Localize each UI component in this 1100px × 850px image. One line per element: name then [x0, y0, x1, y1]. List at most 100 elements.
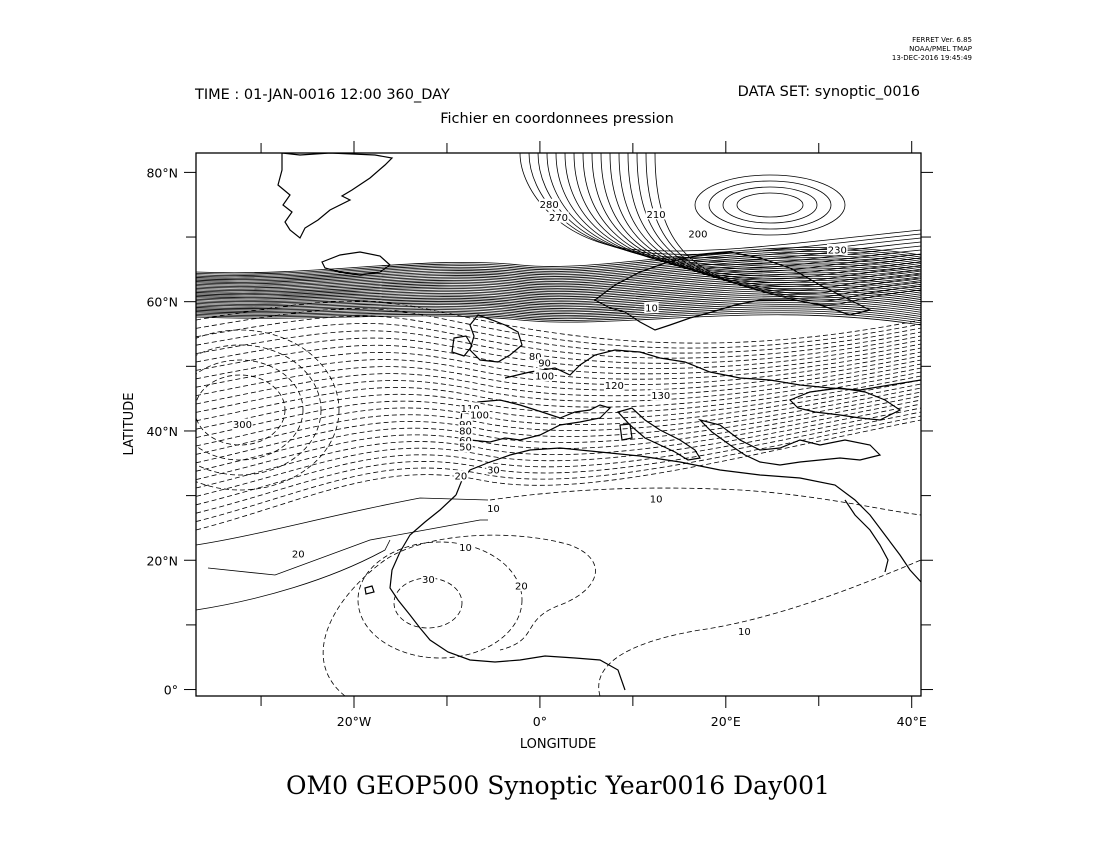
dashed-contour	[196, 387, 921, 464]
plot-title: OM0 GEOP500 Synoptic Year0016 Day001	[286, 771, 830, 800]
solid-contour	[196, 302, 921, 313]
dashed-contour	[196, 411, 921, 514]
solid-contour	[196, 497, 489, 546]
dashed-contour	[196, 323, 921, 359]
dashed-contour	[598, 559, 921, 696]
contour-label-bg	[458, 441, 473, 453]
contour-label: 10	[738, 627, 751, 638]
dashed-contour	[196, 371, 921, 430]
contour-label: 200	[688, 229, 707, 240]
solid-contour	[196, 249, 921, 275]
y-tick-label: 80°N	[146, 165, 178, 180]
x-tick-label: 40°E	[897, 714, 927, 729]
cape-verde	[364, 585, 375, 595]
contour-label: 10	[650, 494, 663, 505]
dashed-contour	[196, 374, 286, 446]
contour-label: 280	[540, 200, 559, 211]
dashed-contour	[196, 407, 921, 506]
solid-contour	[196, 292, 921, 304]
y-axis-label: LATITUDE	[122, 393, 137, 456]
coastlines	[277, 153, 921, 691]
solid-contour	[196, 283, 921, 298]
dashed-contour	[196, 300, 921, 344]
ireland-coast	[451, 335, 473, 357]
contour-label: 20	[455, 472, 468, 483]
solid-contour	[196, 263, 921, 285]
contour-label: 300	[233, 420, 252, 431]
solid-contour	[537, 153, 921, 259]
dashed-contour	[196, 375, 921, 438]
solid-contour	[196, 251, 921, 276]
dashed-contour	[322, 534, 596, 696]
dashed-contour	[357, 541, 523, 659]
solid-contour	[196, 312, 921, 324]
x-tick-label: 20°W	[337, 714, 372, 729]
solid-contour	[694, 174, 846, 236]
contour-label-bg	[421, 573, 436, 585]
contour-label: 100	[470, 410, 489, 421]
y-tick-label: 40°N	[146, 424, 178, 439]
solid-contour	[722, 186, 818, 224]
solid-contour	[196, 306, 921, 317]
solid-contour	[196, 279, 921, 296]
dashed-contour	[196, 351, 921, 388]
contour-label: 10	[645, 304, 658, 315]
dashed-contour	[196, 415, 921, 522]
contour-label: 20	[515, 582, 528, 593]
dashed-contour	[196, 315, 921, 354]
contour-label-bg	[687, 227, 709, 239]
solid-contour	[196, 257, 921, 281]
contour-label-bg	[538, 198, 560, 210]
contour-label-bg	[459, 402, 481, 414]
contour-label: 230	[828, 245, 847, 256]
contour-label-bg	[737, 625, 752, 637]
minor-ticks	[184, 141, 933, 708]
contour-label-bg	[644, 302, 659, 314]
contour-label-bg	[603, 379, 625, 391]
software-version: FERRET Ver. 6.85	[912, 36, 972, 44]
solid-contour	[196, 246, 921, 274]
contour-label-bg	[650, 389, 672, 401]
contour-label-bg	[486, 502, 501, 514]
contour-label: 20	[292, 549, 305, 560]
y-tick-label: 0°	[164, 683, 178, 698]
contour-label-bg	[548, 211, 569, 223]
dashed-contour	[196, 359, 921, 405]
iberia-coast	[459, 399, 612, 443]
dashed-contour	[196, 399, 921, 489]
solid-contour	[591, 153, 921, 280]
contour-label: 10	[487, 504, 500, 515]
dashed-contour	[196, 367, 921, 422]
contour-label: 30	[422, 575, 435, 586]
solid-contour	[196, 298, 921, 309]
contour-label: 30	[487, 465, 500, 476]
contour-label-bg	[469, 408, 490, 420]
black-sea-coast	[788, 387, 902, 421]
dataset-label: DATA SET: synoptic_0016	[738, 84, 920, 100]
solid-contour	[196, 304, 921, 315]
plot-date: 13-DEC-2016 19:45:49	[892, 54, 972, 62]
dashed-contour	[196, 308, 921, 349]
solid-contour	[196, 288, 921, 301]
contour-label-bg	[458, 434, 473, 446]
y-tick-label: 20°N	[146, 553, 178, 568]
contour-label-bg	[458, 541, 473, 553]
solid-contour	[519, 153, 921, 252]
solid-contour	[627, 153, 921, 295]
contour-label: 210	[647, 210, 666, 221]
dashed-contour	[196, 347, 921, 380]
sardinia-coast	[619, 423, 633, 441]
contour-label: 50	[459, 443, 472, 454]
solid-contour	[645, 153, 921, 302]
contour-label-bg	[827, 243, 848, 255]
time-label: TIME : 01-JAN-0016 12:00 360_DAY	[194, 87, 450, 103]
red-sea-coast	[844, 499, 889, 573]
solid-contour	[708, 180, 832, 230]
scandinavia-coast	[593, 251, 872, 331]
solid-contour	[618, 153, 921, 291]
solid-contour	[196, 255, 921, 279]
contour-label-bg	[514, 580, 529, 592]
map-subtitle: Fichier en coordonnees pression	[440, 111, 674, 127]
contour-label-bg	[645, 208, 667, 220]
british-isles-coast	[469, 314, 523, 363]
